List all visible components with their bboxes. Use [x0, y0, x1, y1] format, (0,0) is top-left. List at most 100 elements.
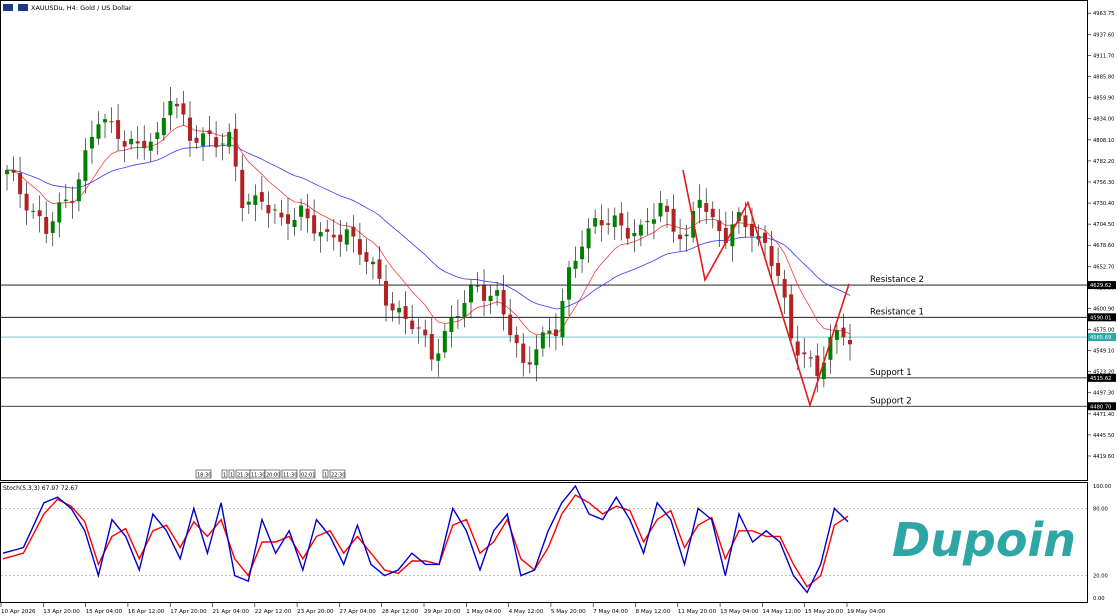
candle-body	[312, 215, 317, 234]
candle-body	[527, 362, 532, 365]
candle-body	[710, 208, 715, 218]
candle-body	[606, 223, 611, 225]
y-tick-label: 4937.60	[1093, 32, 1114, 38]
chart-window-icon-2	[18, 4, 28, 11]
candle-body	[168, 101, 173, 116]
candle-body	[161, 118, 166, 136]
candle-body	[665, 205, 670, 212]
x-tick-label: 22 Apr 12:00	[255, 609, 292, 615]
y-tick-label: 4885.80	[1093, 75, 1114, 81]
candle-body	[423, 329, 428, 336]
y-tick-label: 4678.60	[1093, 243, 1114, 249]
candle-body	[292, 219, 297, 227]
ma-fast-line	[6, 124, 851, 336]
candle-body	[449, 317, 454, 332]
candle-body	[272, 209, 277, 211]
candle-body	[63, 199, 68, 202]
y-tick-label: 4523.20	[1093, 370, 1114, 376]
oscillator-label: Stoch(5,3,3) 67.97 72.67	[3, 485, 78, 492]
candle-body	[808, 357, 813, 359]
candle-body	[599, 220, 604, 226]
y-tick-label: 4471.40	[1093, 412, 1114, 418]
candle-body	[632, 233, 637, 237]
candle-body	[468, 285, 473, 303]
stoch-signal-line	[2, 494, 849, 588]
x-tick-label: 28 Apr 12:00	[382, 609, 419, 615]
sr-levels: Resistance 2 4629.62 Resistance 1 4590.01 Su…	[1, 275, 1116, 411]
candle-body	[11, 169, 16, 173]
current-price-tag: 4565.69	[1090, 335, 1111, 341]
candle-body	[116, 120, 121, 139]
candle-body	[207, 130, 212, 134]
candle-body	[201, 133, 206, 146]
candle-body	[122, 141, 127, 147]
period-box	[195, 469, 212, 479]
x-tick-label: 10 Apr 2026	[1, 609, 36, 615]
level-tag-bg	[1088, 402, 1116, 411]
period-box-label: 18:30	[197, 473, 211, 479]
candle-body	[521, 343, 526, 363]
candle-body	[155, 132, 160, 140]
period-box-label: 1	[230, 473, 233, 479]
candle-body	[671, 208, 676, 232]
candle-body	[83, 150, 88, 181]
period-box	[322, 469, 329, 479]
dupoin-logo: Dupoin	[892, 513, 1076, 567]
candle-body	[24, 193, 29, 211]
candle-body	[795, 341, 800, 356]
candle-body	[253, 195, 258, 205]
candle-body	[462, 303, 467, 317]
ma-slow-line	[6, 144, 851, 310]
candle-body	[789, 294, 794, 339]
candle-body	[187, 117, 192, 141]
x-axis: 10 Apr 2026 13 Apr 20:00 15 Apr 04:00 16 Ap…	[0, 603, 886, 615]
candle-body	[540, 332, 545, 349]
period-box-label: 11:30	[251, 473, 265, 479]
candle-body	[259, 192, 264, 202]
candle-body	[645, 221, 650, 223]
candle-body	[429, 333, 434, 360]
y-tick-label: 4549.10	[1093, 349, 1114, 355]
y-tick-label: 4497.30	[1093, 391, 1114, 397]
candle-body	[586, 228, 591, 249]
candle-body	[815, 355, 820, 377]
moving-averages	[6, 124, 851, 336]
y-tick-label: 4445.50	[1093, 433, 1114, 439]
y-tick-label: 4963.75	[1093, 11, 1114, 17]
y-tick-label: 4756.30	[1093, 180, 1114, 186]
x-tick-label: 15 May 20:00	[805, 609, 844, 615]
period-box-label: 22:30	[331, 473, 345, 479]
candle-body	[704, 203, 709, 212]
candle-body	[723, 227, 728, 244]
candle-body	[612, 215, 617, 227]
candle-body	[286, 214, 290, 224]
level-tag: 4629.62	[1090, 283, 1111, 289]
y-tick-label: 4575.00	[1093, 328, 1114, 334]
x-tick-label: 8 May 12:00	[636, 609, 671, 615]
y-tick-label: 4704.50	[1093, 222, 1114, 228]
zigzag-pattern	[682, 169, 850, 408]
x-tick-label: 11 May 20:00	[678, 609, 717, 615]
candle-body	[174, 103, 179, 107]
candle-body	[279, 212, 284, 218]
level-label: Resistance 2	[870, 275, 924, 285]
candle-body	[240, 169, 245, 208]
period-box-label: 11:30	[283, 473, 297, 479]
candle-body	[194, 137, 199, 143]
candle-body	[148, 141, 153, 151]
x-tick-label: 13 May 04:00	[720, 609, 759, 615]
period-box	[228, 469, 235, 479]
stoch-level-label: 80.00	[1093, 506, 1108, 512]
candle-body	[403, 306, 408, 319]
logo-text: Dupoin	[892, 513, 1076, 567]
period-box	[329, 469, 346, 479]
candle-body	[76, 179, 81, 202]
x-tick-label: 29 Apr 20:00	[424, 609, 461, 615]
candle-body	[377, 259, 382, 279]
x-tick-label: 14 May 12:00	[762, 609, 801, 615]
candle-body	[573, 260, 578, 269]
candle-body	[370, 261, 375, 265]
candle-body	[70, 200, 75, 203]
x-tick-label: 19 May 04:00	[847, 609, 886, 615]
level-tag-bg	[1088, 313, 1116, 322]
